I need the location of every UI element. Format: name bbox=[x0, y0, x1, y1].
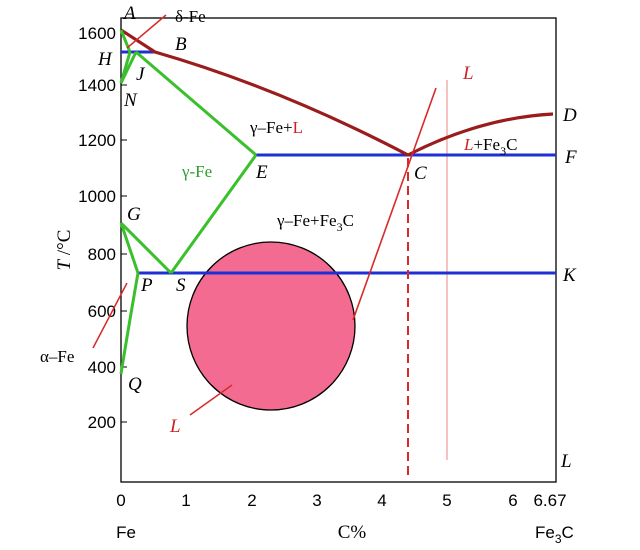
x-tick-label: 0 bbox=[116, 491, 125, 510]
y-tick-label: 1400 bbox=[78, 76, 116, 95]
phase-label-alpha-fe: α–Fe bbox=[40, 347, 74, 366]
point-label-e: E bbox=[255, 162, 268, 183]
y-tick-label: 1200 bbox=[78, 131, 116, 150]
x-tick-label: 6.67 bbox=[533, 491, 566, 510]
boundary-ah bbox=[119, 29, 132, 53]
point-label-d: D bbox=[562, 105, 577, 126]
solid-phase-boundaries bbox=[119, 29, 258, 375]
callout-line-alpha bbox=[92, 282, 128, 349]
phase-label-delta-fe: δ-Fe bbox=[175, 7, 206, 26]
point-label-s: S bbox=[176, 275, 186, 296]
x-tick-label: 5 bbox=[442, 491, 451, 510]
y-tick-label: 800 bbox=[88, 245, 116, 264]
point-label-h: H bbox=[97, 49, 113, 70]
point-label-q: Q bbox=[128, 374, 142, 395]
callout-label-l-top: L bbox=[462, 63, 474, 84]
callout-line-l-bottom bbox=[189, 384, 233, 416]
y-tick-label: 1600 bbox=[78, 24, 116, 43]
x-axis-title: C% bbox=[338, 522, 367, 543]
x-left-label: Fe bbox=[116, 523, 136, 542]
point-label-f: F bbox=[564, 147, 577, 168]
x-tick-label: 1 bbox=[181, 491, 190, 510]
y-tick-label: 400 bbox=[88, 358, 116, 377]
callout-line-delta bbox=[126, 14, 167, 49]
boundary-pq bbox=[119, 272, 140, 375]
point-label-l-axis: L bbox=[560, 451, 572, 472]
plot-frame bbox=[120, 17, 557, 483]
liquid-droplet-circle bbox=[186, 241, 356, 411]
point-label-g: G bbox=[127, 204, 141, 225]
boundary-es bbox=[169, 154, 258, 274]
point-label-b: B bbox=[175, 34, 187, 55]
point-label-n: N bbox=[123, 90, 138, 111]
point-label-j: J bbox=[136, 64, 146, 85]
boundary-je bbox=[135, 50, 257, 157]
y-tick-label: 1000 bbox=[78, 187, 116, 206]
liquidus-curve-cd bbox=[407, 112, 554, 157]
phase-label-gamma-l: γ–Fe+L bbox=[249, 118, 303, 137]
callout-line-l-top bbox=[352, 87, 437, 321]
point-label-k: K bbox=[562, 265, 577, 286]
point-label-p: P bbox=[140, 275, 153, 296]
liquidus-curve-abc bbox=[120, 28, 409, 157]
callout-label-l-bottom: L bbox=[169, 416, 181, 437]
x-tick-label: 2 bbox=[247, 491, 256, 510]
phase-label-gamma-fe: γ-Fe bbox=[181, 162, 212, 181]
y-tick-label: 200 bbox=[88, 413, 116, 432]
x-tick-label: 6 bbox=[508, 491, 517, 510]
point-label-a: A bbox=[122, 3, 136, 24]
point-label-c: C bbox=[414, 163, 427, 184]
x-tick-label: 4 bbox=[377, 491, 386, 510]
x-right-label: Fe3C bbox=[535, 523, 574, 546]
boundary-gp bbox=[119, 222, 140, 274]
phase-label-gamma-fe3c: γ–Fe+Fe3C bbox=[276, 211, 354, 234]
phase-label-l-fe3c: L+Fe3C bbox=[463, 135, 517, 158]
boundary-jn bbox=[119, 51, 138, 84]
boundary-gs bbox=[119, 221, 173, 275]
y-axis-title: T /°C bbox=[54, 230, 75, 271]
x-tick-label: 3 bbox=[312, 491, 321, 510]
